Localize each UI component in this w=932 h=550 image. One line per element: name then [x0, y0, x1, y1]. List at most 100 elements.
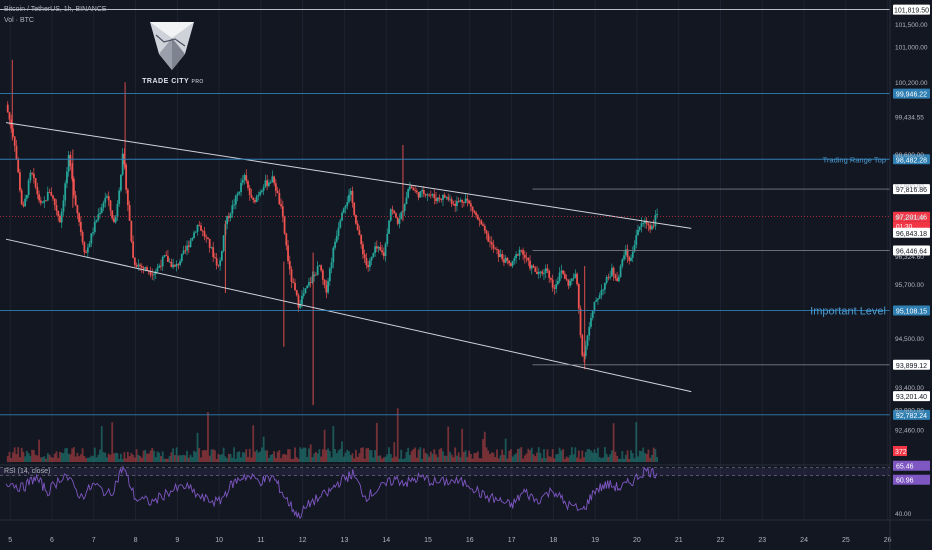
candle-body: [523, 254, 526, 258]
time-tick-label: 11: [257, 537, 264, 544]
volume-bar: [649, 457, 652, 462]
candle-body: [593, 301, 596, 311]
volume-bar: [395, 456, 397, 462]
volume-bar: [17, 447, 20, 462]
volume-bar: [217, 453, 220, 462]
candle-body: [433, 194, 436, 199]
candle-body: [12, 128, 14, 137]
candle-body: [522, 250, 524, 255]
volume-bar: [529, 450, 531, 462]
volume-bar: [78, 456, 81, 462]
volume-bar: [563, 458, 566, 462]
volume-bar: [426, 454, 429, 462]
volume-bar: [304, 447, 307, 462]
candle-body: [261, 190, 263, 192]
price-tick-label: 93,400.00: [895, 385, 924, 392]
candle-body: [43, 200, 46, 203]
candle-body: [638, 226, 641, 230]
volume-bar: [219, 454, 222, 462]
volume-bar: [386, 454, 389, 462]
volume-bar: [422, 448, 425, 462]
candle-body: [450, 199, 453, 204]
candle-body: [583, 355, 585, 357]
volume-bar: [501, 449, 504, 462]
candle-body: [330, 262, 333, 269]
volume-bar: [97, 454, 100, 462]
volume-bar: [530, 447, 533, 462]
candle-body: [473, 210, 476, 213]
candle-body: [469, 203, 472, 207]
candle-body: [210, 247, 213, 249]
volume-bar: [579, 458, 582, 462]
candle-body: [572, 277, 575, 279]
volume-bar: [262, 436, 265, 462]
volume-bar: [356, 456, 359, 462]
volume-bar: [234, 458, 237, 462]
candle-body: [299, 304, 302, 308]
candle-body: [496, 249, 498, 250]
candle-body: [194, 231, 197, 233]
volume-bar: [45, 458, 47, 462]
candle-body: [403, 204, 406, 212]
volume-bar: [489, 454, 491, 462]
candle-body: [325, 285, 328, 293]
candle-body: [337, 227, 340, 236]
candle-body: [483, 225, 486, 231]
candle-body: [321, 270, 324, 280]
candle-body: [137, 264, 140, 267]
candle-body: [456, 201, 458, 207]
volume-bar: [656, 456, 659, 462]
candle-body: [462, 202, 465, 204]
volume-bar: [247, 456, 249, 462]
volume-bar: [462, 451, 465, 462]
price-tag-label: 97,201.46: [896, 215, 927, 222]
volume-bar: [612, 423, 615, 462]
candle-body: [624, 249, 627, 256]
volume-bar: [168, 455, 171, 462]
candle-body: [348, 194, 350, 203]
candle-body: [72, 178, 75, 196]
candle-body: [254, 200, 256, 203]
candle-body: [377, 246, 380, 249]
volume-bar: [121, 458, 124, 462]
volume-bar: [146, 453, 148, 462]
volume-bar: [645, 453, 648, 462]
candle-body: [201, 230, 204, 232]
candle-body: [548, 270, 551, 278]
candle-body: [34, 178, 37, 188]
volume-bar: [318, 449, 321, 462]
volume-bar: [551, 449, 554, 462]
volume-bar: [198, 448, 201, 462]
volume-bar: [210, 449, 213, 462]
candle-body: [187, 245, 190, 247]
volume-bar: [128, 456, 131, 462]
candle-body: [114, 216, 117, 223]
candle-body: [588, 326, 591, 336]
candle-body: [266, 180, 269, 186]
candle-body: [651, 225, 653, 230]
candle-body: [414, 190, 417, 192]
price-tag-label: 97,816.86: [896, 187, 927, 194]
candle-body: [492, 244, 495, 249]
volume-bar: [280, 458, 282, 462]
candle-body: [445, 197, 448, 198]
volume-bar: [619, 458, 622, 462]
volume-bar: [398, 458, 401, 462]
candle-body: [323, 279, 326, 286]
time-tick-label: 5: [8, 537, 12, 544]
volume-bar: [391, 457, 394, 462]
candle-body: [534, 267, 537, 272]
candle-body: [52, 195, 54, 199]
volume-bar: [191, 456, 194, 462]
candle-body: [626, 249, 629, 258]
candle-body: [86, 247, 89, 253]
candle-body: [509, 263, 512, 266]
candle-body: [248, 187, 251, 195]
volume-bar: [6, 456, 9, 462]
candle-body: [370, 256, 373, 261]
candle-body: [278, 193, 281, 205]
volume-bar: [31, 449, 34, 462]
volume-bar: [459, 457, 462, 462]
candle-body: [308, 282, 310, 286]
